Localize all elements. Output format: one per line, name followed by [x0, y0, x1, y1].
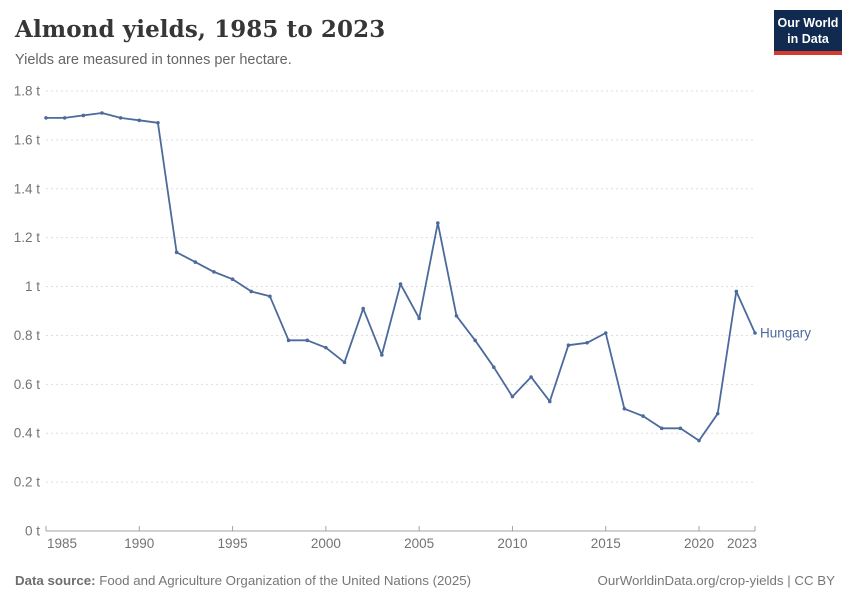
- data-point-marker: [641, 414, 645, 418]
- data-point-marker: [510, 394, 515, 399]
- data-point-marker: [62, 116, 67, 120]
- data-point-marker: [659, 426, 664, 431]
- chart-footer: Data source: Food and Agriculture Organi…: [15, 573, 835, 588]
- data-point-marker: [118, 116, 123, 120]
- x-tick-label: 2005: [404, 536, 434, 551]
- chart-subtitle: Yields are measured in tonnes per hectar…: [15, 52, 292, 68]
- data-point-marker: [305, 338, 310, 343]
- data-point-marker: [697, 438, 701, 443]
- data-point-marker: [380, 353, 384, 357]
- y-tick-label: 0.2 t: [14, 475, 41, 490]
- data-point-marker: [585, 340, 589, 345]
- data-point-marker: [622, 406, 627, 411]
- owid-logo-line1: Our World: [777, 16, 839, 30]
- data-point-marker: [417, 316, 421, 321]
- data-source-label: Data source:: [15, 573, 96, 588]
- data-point-marker: [193, 260, 198, 264]
- data-point-marker: [44, 116, 48, 120]
- x-tick-label: 2010: [497, 536, 527, 551]
- footer-credit-link[interactable]: OurWorldinData.org/crop-yields | CC BY: [597, 573, 835, 588]
- data-point-marker: [398, 282, 403, 286]
- data-point-marker: [734, 289, 739, 294]
- data-point-marker: [715, 411, 720, 416]
- x-tick-label: 2000: [311, 536, 341, 551]
- data-point-marker: [174, 250, 179, 255]
- data-point-marker: [230, 277, 235, 282]
- data-point-marker: [137, 118, 142, 123]
- x-tick-label: 1990: [124, 536, 154, 551]
- data-point-marker: [454, 314, 459, 318]
- data-point-marker: [678, 426, 683, 431]
- y-tick-label: 1.6 t: [14, 132, 41, 147]
- data-point-marker: [249, 289, 254, 294]
- series-label-hungary: Hungary: [760, 326, 811, 341]
- x-tick-label: 1995: [218, 536, 248, 551]
- data-point-marker: [286, 338, 291, 343]
- series-line-hungary[interactable]: [46, 112, 756, 442]
- chart-header: Almond yields, 1985 to 2023 Yields are m…: [0, 0, 850, 68]
- data-point-marker: [81, 113, 86, 118]
- y-tick-label: 0.4 t: [14, 426, 41, 441]
- x-tick-label: 1985: [47, 536, 77, 551]
- data-point-marker: [361, 306, 365, 311]
- y-tick-label: 0.6 t: [14, 377, 41, 392]
- data-point-marker: [342, 360, 347, 365]
- x-tick-label: 2023: [727, 536, 757, 551]
- y-tick-label: 1.4 t: [14, 181, 41, 196]
- data-point-marker: [491, 365, 496, 370]
- owid-logo-line2: in Data: [787, 32, 829, 46]
- data-point-marker: [566, 343, 571, 348]
- data-point-marker: [100, 111, 104, 115]
- data-point-marker: [212, 270, 216, 274]
- y-tick-label: 0.8 t: [14, 328, 41, 343]
- y-tick-label: 1 t: [25, 279, 40, 294]
- data-point-marker: [529, 375, 533, 379]
- chart-title: Almond yields, 1985 to 2023: [15, 16, 386, 43]
- y-tick-label: 1.2 t: [14, 230, 41, 245]
- data-point-marker: [473, 338, 477, 343]
- data-point-marker: [156, 120, 160, 125]
- data-source-text: Data source: Food and Agriculture Organi…: [15, 573, 472, 588]
- y-tick-label: 0 t: [25, 524, 40, 539]
- data-point-marker: [547, 399, 552, 404]
- data-point-marker: [753, 331, 757, 335]
- data-point-marker: [603, 331, 608, 335]
- data-point-marker: [436, 221, 440, 225]
- x-tick-label: 2020: [684, 536, 714, 551]
- x-tick-label: 2015: [591, 536, 621, 551]
- data-point-marker: [268, 294, 272, 299]
- y-tick-label: 1.8 t: [14, 84, 41, 99]
- data-point-marker: [324, 345, 328, 350]
- owid-logo[interactable]: Our World in Data: [774, 10, 842, 55]
